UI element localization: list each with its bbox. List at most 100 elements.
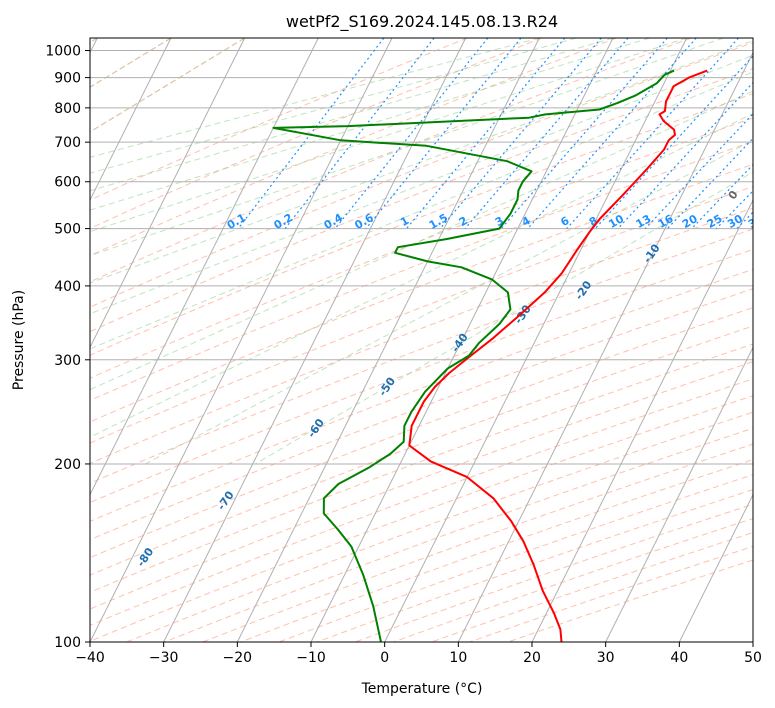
axes: −40 −30 −20 −10 0 10 20 30 40 5010020030040050060… — [45, 44, 762, 666]
dewpoint-profile-line — [272, 69, 675, 642]
mixing-ratio-line — [594, 55, 753, 229]
y-tick-label: 1000 — [45, 44, 81, 60]
dry-adiabat-line — [90, 117, 753, 379]
mixing-ratio-line — [406, 38, 566, 229]
chart-title: wetPf2_S169.2024.145.08.13.R24 — [286, 12, 558, 32]
x-axis-title: Temperature (°C) — [361, 681, 483, 697]
dry-adiabat-line — [90, 378, 753, 626]
x-tick-label: −40 — [75, 650, 105, 666]
moist-adiabat-line — [90, 38, 614, 192]
theta-e-label: -50 — [376, 375, 398, 399]
moist-adiabat-line — [255, 171, 753, 465]
dry-adiabat-line — [90, 141, 753, 401]
dry-adiabat-line — [90, 228, 753, 484]
mixing-ratio-label: 1 — [398, 214, 411, 229]
dry-adiabat-line — [90, 93, 753, 356]
moist-adiabat-line — [90, 38, 650, 211]
mixing-ratio-line — [365, 38, 522, 229]
mixing-ratio-label: 36 — [746, 212, 766, 231]
dry-adiabat-line — [316, 489, 753, 642]
isotherm-line — [531, 198, 753, 642]
y-tick-label: 500 — [54, 222, 81, 238]
mixing-ratio-line — [715, 190, 753, 230]
dry-adiabat-line — [90, 42, 753, 308]
moist-adiabat-line — [144, 139, 753, 465]
y-tick-label: 800 — [54, 101, 81, 117]
theta-e-label: -20 — [572, 278, 594, 302]
isotherm-line — [90, 38, 246, 349]
x-tick-label: 10 — [449, 650, 467, 666]
dry-adiabat-line — [90, 68, 753, 333]
mixing-ratio-line — [758, 38, 775, 229]
y-tick-label: 400 — [54, 279, 81, 295]
dry-adiabat-line — [90, 38, 692, 283]
theta-e-label: -90 — [64, 585, 86, 609]
theta-e-label: -100 — [0, 612, 24, 642]
mixing-ratio-label: 2 — [457, 214, 470, 229]
x-tick-label: 30 — [597, 650, 615, 666]
mixing-ratio-line — [284, 38, 435, 229]
isotherm-line — [90, 38, 172, 202]
x-tick-label: 40 — [670, 650, 688, 666]
dry-adiabat-line — [90, 163, 753, 423]
isotherm-line — [457, 51, 753, 642]
dry-adiabat-line — [90, 38, 468, 201]
isotherm-line — [678, 493, 753, 642]
mixing-ratio-line — [500, 38, 668, 229]
moist-adiabat-line — [90, 112, 753, 438]
dry-adiabat-line — [90, 268, 753, 522]
temperature-profile-line — [408, 69, 708, 642]
x-tick-label: −20 — [223, 650, 253, 666]
mixing-ratio-line — [666, 137, 753, 229]
y-tick-label: 700 — [54, 135, 81, 151]
y-tick-label: 200 — [54, 457, 81, 473]
x-tick-label: −10 — [296, 650, 326, 666]
x-tick-label: 0 — [380, 650, 389, 666]
isotherm-line — [90, 38, 393, 642]
moist-adiabat-line — [90, 38, 540, 158]
moist-adiabat-line — [90, 38, 724, 257]
y-axis-title: Pressure (hPa) — [11, 290, 27, 390]
x-tick-label: −30 — [149, 650, 179, 666]
isotherm-line — [163, 38, 467, 642]
theta-e-label: -10 — [641, 241, 663, 265]
dry-adiabat-line — [126, 411, 753, 642]
y-tick-label: 900 — [54, 71, 81, 87]
dry-adiabat-line — [90, 38, 543, 230]
dry-adiabat-line — [393, 518, 753, 642]
mixing-ratio-line — [736, 211, 753, 230]
x-tick-label: 20 — [523, 650, 541, 666]
dry-adiabat-line — [90, 307, 753, 559]
mixing-ratio-line — [617, 81, 753, 229]
moist-adiabat-line — [90, 38, 577, 174]
dry-adiabat-line — [90, 325, 753, 576]
moist-adiabat-line — [90, 38, 687, 233]
mixing-ratio-line — [464, 38, 629, 229]
theta-e-label: -60 — [305, 416, 327, 440]
dry-adiabat-line — [90, 288, 753, 541]
mixing-ratio-line — [691, 163, 753, 229]
dry-adiabat-line — [240, 459, 753, 642]
background-lines — [90, 38, 775, 642]
profile-lines — [272, 69, 708, 642]
reference-curve-line — [90, 38, 246, 133]
y-tick-label: 600 — [54, 175, 81, 191]
y-tick-label: 100 — [54, 635, 81, 651]
isotherm-line — [384, 38, 688, 642]
isotherm-line — [236, 38, 540, 642]
dry-adiabat-line — [90, 38, 617, 257]
dry-adiabat-line — [355, 503, 753, 642]
dry-adiabat-line — [90, 248, 753, 504]
theta-e-label: -70 — [215, 489, 237, 513]
isotherm-line — [605, 346, 753, 642]
moist-adiabat-line — [90, 90, 753, 391]
mixing-ratio-line — [439, 38, 602, 229]
mixing-ratio-line — [644, 112, 753, 229]
isotherm-line — [90, 38, 319, 496]
dry-adiabat-line — [202, 443, 753, 642]
moist-adiabat-line — [90, 54, 753, 315]
y-tick-label: 300 — [54, 353, 81, 369]
dry-adiabat-line — [90, 361, 753, 610]
dry-adiabat-line — [469, 545, 753, 642]
